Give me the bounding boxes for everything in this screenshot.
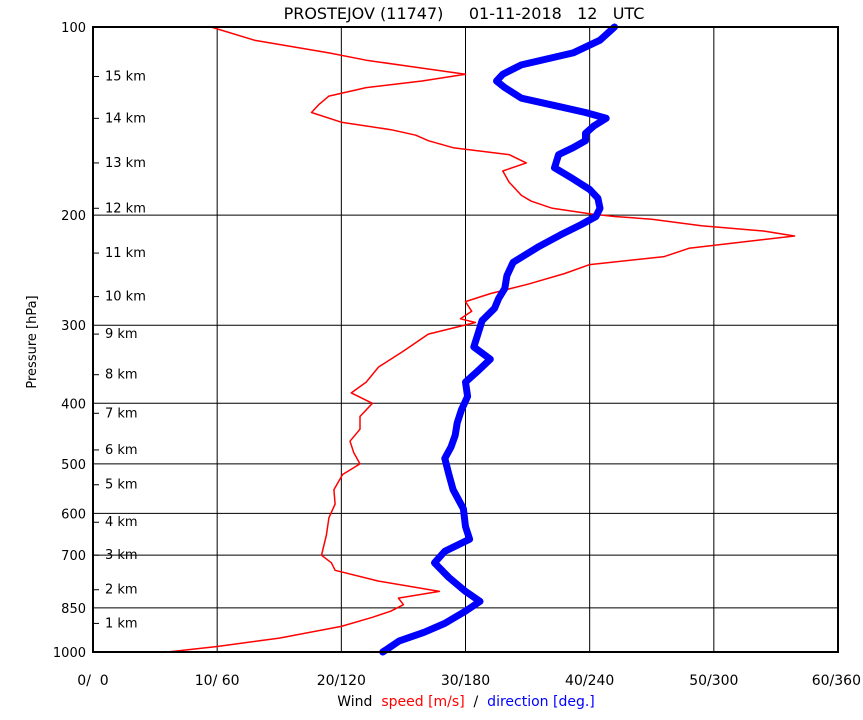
height-marker-label: 6 km: [105, 443, 138, 458]
series-speed-line: [166, 26, 796, 653]
plot-frame: [92, 26, 839, 653]
y-tick-label: 1000: [53, 646, 86, 661]
height-marker-label: 2 km: [105, 583, 138, 598]
height-marker-label: 9 km: [105, 327, 138, 342]
height-markers: 15 km 14 km 13 km 12 km 11 km 10 km 9 km 8 km 7 …: [93, 69, 146, 631]
x-axis-label: Wind speed [m/s] / direction [deg.]: [337, 694, 595, 710]
x-tick-label: 40/240: [565, 673, 614, 689]
x-axis-label-part: speed [m/s]: [372, 694, 464, 710]
height-marker-label: 14 km: [105, 111, 146, 126]
height-marker-label: 3 km: [105, 548, 138, 563]
x-tick-labels: 0/ 0 10/ 60 20/120 30/180 40/240 50/300 60/360: [77, 673, 861, 689]
y-tick-label: 850: [61, 602, 86, 617]
x-tick-label: 30/180: [441, 673, 490, 689]
y-axis-label: Pressure [hPa]: [25, 295, 40, 388]
height-marker-label: 15 km: [105, 69, 146, 84]
height-marker-label: 12 km: [105, 201, 146, 216]
x-axis-label-part: Wind: [337, 694, 372, 710]
height-marker-label: 7 km: [105, 406, 138, 421]
y-tick-labels: 100 200 300 400 500 600 700 850 1000: [53, 21, 86, 661]
y-tick-label: 200: [61, 209, 86, 224]
height-marker-label: 1 km: [105, 616, 138, 631]
height-marker-label: 10 km: [105, 290, 146, 305]
y-tick-label: 500: [61, 458, 86, 473]
y-tick-label: 300: [61, 319, 86, 334]
x-axis-label-part: direction [deg.]: [478, 694, 594, 710]
y-tick-label: 100: [61, 21, 86, 36]
height-marker-label: 4 km: [105, 515, 138, 530]
series-direction-line: [379, 23, 618, 656]
y-tick-label: 400: [61, 397, 86, 412]
y-tick-label: 600: [61, 507, 86, 522]
height-marker-label: 13 km: [105, 156, 146, 171]
height-marker-label: 11 km: [105, 246, 146, 261]
x-axis-label-part: /: [465, 694, 479, 710]
y-tick-label: 700: [61, 549, 86, 564]
x-tick-label: 0/ 0: [77, 673, 108, 689]
x-tick-label: 20/120: [317, 673, 366, 689]
series-layer: [166, 23, 796, 656]
chart-title: PROSTEJOV (11747) 01-11-2018 12 UTC: [284, 4, 645, 23]
x-tick-label: 60/360: [812, 673, 861, 689]
height-marker-label: 8 km: [105, 368, 138, 383]
x-tick-label: 50/300: [689, 673, 738, 689]
x-tick-label: 10/ 60: [195, 673, 240, 689]
height-marker-label: 5 km: [105, 478, 138, 493]
